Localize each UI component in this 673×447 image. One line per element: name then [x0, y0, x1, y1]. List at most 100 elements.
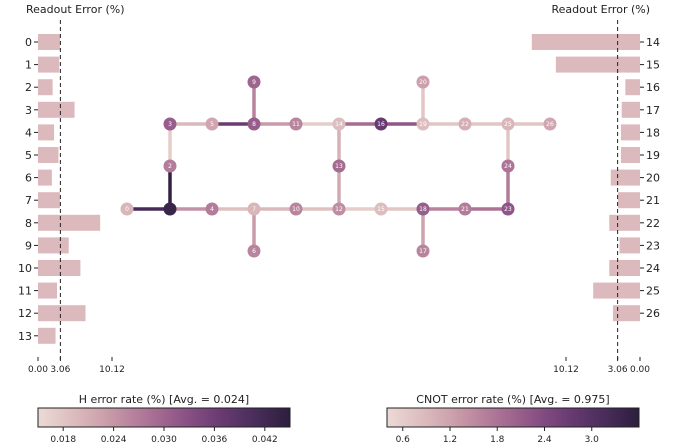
- qubit-node-label: 4: [210, 206, 214, 213]
- right-ytick-label: 21: [646, 194, 660, 207]
- left-readout-bar: [38, 260, 81, 276]
- qubit-node: [458, 202, 472, 216]
- qubit-node: [501, 202, 515, 216]
- left-readout-bar: [38, 192, 60, 209]
- left-readout-bar: [38, 214, 101, 231]
- left-readout-title: Readout Error (%): [26, 3, 125, 16]
- right-ytick-label: 19: [646, 149, 660, 162]
- qubit-node-label: 26: [546, 121, 554, 128]
- h-colorbar-tick-label: 0.024: [101, 435, 127, 445]
- qubit-node-label: 24: [504, 163, 512, 170]
- qubit-node-label: 1: [168, 206, 172, 213]
- coupling-graph: 0 123456789101112131415161718192021222324…: [120, 75, 557, 258]
- qubit-node: [374, 202, 388, 216]
- qubit-node: [205, 117, 219, 131]
- left-readout-bar: [38, 237, 69, 254]
- left-readout-bar: [38, 305, 86, 322]
- left-ytick-label: 13: [18, 330, 32, 343]
- left-ytick-label: 0: [25, 36, 32, 49]
- qubit-node-label: 23: [504, 206, 512, 213]
- qubit-node-label: 7: [252, 206, 256, 213]
- qubit-node-label: 2: [168, 163, 172, 170]
- left-readout-bar: [38, 124, 55, 141]
- left-readout-bar: [38, 34, 60, 50]
- left-ytick-label: 3: [25, 104, 32, 117]
- right-readout-bar: [625, 79, 640, 96]
- h-colorbar-tick-label: 0.036: [202, 435, 228, 445]
- right-readout-panel: Readout Error (%) 14 15 16 17 18 19 20 21 22 23 24…: [531, 3, 660, 375]
- right-readout-bar: [531, 34, 640, 50]
- right-ytick-label: 15: [646, 59, 660, 72]
- left-readout-bar: [38, 79, 53, 96]
- left-ytick-label: 9: [25, 239, 32, 252]
- right-xtick-label: 10.12: [553, 365, 579, 375]
- cnot-colorbar-tick-label: 2.4: [537, 435, 552, 445]
- qubit-node-label: 10: [292, 206, 300, 213]
- h-colorbar-gradient: [37, 407, 291, 428]
- qubit-node: [458, 117, 472, 131]
- qubit-node-label: 11: [292, 121, 300, 128]
- right-ytick-label: 25: [646, 285, 660, 298]
- right-readout-bar: [619, 237, 640, 254]
- qubit-node-label: 20: [419, 79, 427, 86]
- qubit-node-label: 18: [419, 206, 427, 213]
- qubit-node-label: 6: [252, 248, 256, 255]
- cnot-colorbar-label: CNOT error rate (%) [Avg. = 0.975]: [416, 393, 609, 406]
- qubit-node-label: 8: [252, 121, 256, 128]
- cnot-error-colorbar: CNOT error rate (%) [Avg. = 0.975] 0.6 1.…: [386, 393, 640, 445]
- qubit-node: [374, 117, 388, 131]
- left-ytick-label: 6: [25, 172, 32, 185]
- right-xtick-label: 3.06: [608, 365, 628, 375]
- qubit-node: [416, 75, 430, 89]
- left-xtick-label: 0.00: [28, 365, 48, 375]
- h-error-colorbar: H error rate (%) [Avg. = 0.024] 0.018 0.0…: [37, 393, 291, 445]
- qubit-node: [289, 117, 303, 131]
- left-ytick-label: 8: [25, 217, 32, 230]
- qubit-node: [332, 117, 346, 131]
- left-readout-bar: [38, 56, 60, 73]
- left-readout-bar: [38, 282, 58, 299]
- left-ytick-label: 10: [18, 262, 32, 275]
- right-readout-bar: [610, 169, 640, 186]
- qubit-node-label: 14: [335, 121, 343, 128]
- qubit-node: [120, 202, 134, 216]
- qubit-node-label: 12: [335, 206, 343, 213]
- left-ytick-label: 12: [18, 307, 32, 320]
- qubit-node: [163, 117, 177, 131]
- right-ytick-label: 17: [646, 104, 660, 117]
- right-ytick-label: 16: [646, 81, 660, 94]
- qubit-node-label: 17: [419, 248, 427, 255]
- cnot-colorbar-tick-label: 3.0: [585, 435, 600, 445]
- left-readout-bar: [38, 101, 75, 118]
- left-readout-bar: [38, 147, 59, 163]
- left-ytick-label: 1: [25, 59, 32, 72]
- right-ytick-label: 14: [646, 36, 660, 49]
- right-readout-bar: [612, 305, 640, 322]
- right-readout-bar: [620, 124, 640, 141]
- qubit-node: [332, 159, 346, 173]
- qubit-node-label: 3: [168, 121, 172, 128]
- cnot-colorbar-tick-label: 1.2: [443, 435, 457, 445]
- cnot-colorbar-gradient: [386, 407, 640, 428]
- left-readout-bar: [38, 327, 56, 344]
- right-readout-bar: [593, 282, 640, 299]
- qubit-node-label: 5: [210, 121, 214, 128]
- qubit-node-label: 22: [461, 121, 469, 128]
- right-readout-bar: [609, 260, 640, 276]
- qubit-node: [543, 117, 557, 131]
- qubit-node-label: 13: [335, 163, 343, 170]
- left-xtick-label: 3.06: [50, 365, 70, 375]
- qubit-node-label: 19: [419, 121, 427, 128]
- cnot-colorbar-tick-label: 0.6: [396, 435, 411, 445]
- qubit-node: [416, 244, 430, 258]
- h-colorbar-tick-label: 0.042: [252, 435, 278, 445]
- qubit-node: [289, 202, 303, 216]
- qubit-node: [501, 117, 515, 131]
- left-xtick-label: 10.12: [99, 365, 125, 375]
- qubit-node: [416, 117, 430, 131]
- right-ytick-label: 18: [646, 126, 660, 139]
- right-readout-bar: [555, 56, 640, 73]
- left-readout-bar: [38, 169, 52, 186]
